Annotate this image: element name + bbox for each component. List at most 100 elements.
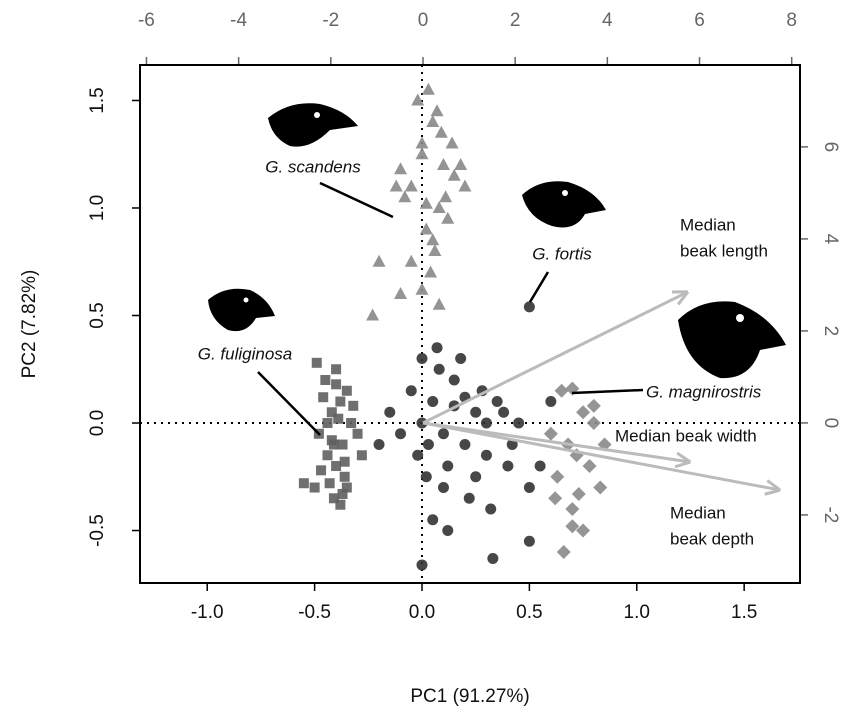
point bbox=[338, 440, 348, 450]
point bbox=[325, 478, 335, 488]
point bbox=[318, 392, 328, 402]
point bbox=[427, 514, 438, 525]
point bbox=[331, 461, 341, 471]
point bbox=[535, 461, 546, 472]
point bbox=[431, 104, 444, 116]
point bbox=[342, 386, 352, 396]
point bbox=[487, 553, 498, 564]
point bbox=[434, 364, 445, 375]
point bbox=[420, 222, 433, 234]
point bbox=[439, 190, 452, 202]
point bbox=[394, 287, 407, 299]
point bbox=[587, 416, 601, 430]
y-tick-label: -0.5 bbox=[87, 514, 108, 547]
point bbox=[442, 461, 453, 472]
point bbox=[470, 471, 481, 482]
y-tick-label: 0.0 bbox=[87, 410, 108, 436]
x-tick-label: -0.5 bbox=[298, 602, 331, 623]
point bbox=[492, 396, 503, 407]
point bbox=[448, 169, 461, 181]
point bbox=[316, 465, 326, 475]
x2-tick-label: 2 bbox=[510, 10, 521, 31]
species-label: G. fuliginosa bbox=[198, 344, 293, 363]
species-label: G. magnirostris bbox=[646, 382, 762, 401]
point bbox=[338, 489, 348, 499]
point bbox=[416, 559, 427, 570]
point bbox=[394, 162, 407, 174]
y-axis-title: PC2 (7.82%) bbox=[19, 270, 40, 379]
y2-tick-label: 0 bbox=[820, 418, 841, 429]
point bbox=[322, 450, 332, 460]
point bbox=[587, 399, 601, 413]
point bbox=[426, 115, 439, 127]
point bbox=[454, 158, 467, 170]
point bbox=[415, 147, 428, 159]
point bbox=[333, 414, 343, 424]
point bbox=[405, 179, 418, 191]
point bbox=[422, 83, 435, 95]
y2-tick-label: -2 bbox=[820, 506, 841, 523]
point bbox=[593, 481, 607, 495]
x-axis-title: PC1 (91.27%) bbox=[410, 686, 529, 707]
point bbox=[331, 379, 341, 389]
point bbox=[455, 353, 466, 364]
x-tick-label: 0.0 bbox=[409, 602, 435, 623]
point bbox=[312, 358, 322, 368]
arrow-head bbox=[675, 462, 690, 467]
point bbox=[548, 491, 562, 505]
point bbox=[335, 397, 345, 407]
x-tick-label: 1.0 bbox=[624, 602, 650, 623]
point bbox=[498, 407, 509, 418]
point bbox=[384, 407, 395, 418]
point bbox=[502, 461, 513, 472]
point bbox=[433, 201, 446, 213]
point bbox=[416, 353, 427, 364]
point bbox=[438, 482, 449, 493]
point bbox=[415, 283, 428, 295]
x-tick-label: -1.0 bbox=[191, 602, 224, 623]
y-tick-label: 0.5 bbox=[87, 302, 108, 328]
point bbox=[415, 136, 428, 148]
point bbox=[433, 298, 446, 310]
point bbox=[446, 136, 459, 148]
species-label: G. fortis bbox=[532, 244, 592, 263]
point bbox=[432, 342, 443, 353]
loading-label: beak depth bbox=[670, 529, 754, 548]
annotation-leader bbox=[320, 183, 393, 217]
point bbox=[348, 401, 358, 411]
series-square bbox=[299, 358, 367, 510]
point bbox=[459, 439, 470, 450]
point bbox=[464, 493, 475, 504]
point bbox=[544, 427, 558, 441]
x2-tick-label: 4 bbox=[602, 10, 613, 31]
point bbox=[405, 255, 418, 267]
annotation-leader bbox=[530, 272, 548, 302]
x-tick-label: 0.5 bbox=[516, 602, 542, 623]
point bbox=[423, 439, 434, 450]
loading-label: Median bbox=[680, 215, 736, 234]
point bbox=[329, 440, 339, 450]
point bbox=[435, 126, 448, 138]
point bbox=[550, 470, 564, 484]
point bbox=[299, 478, 309, 488]
point bbox=[470, 407, 481, 418]
point bbox=[395, 428, 406, 439]
loading-label: Median beak width bbox=[615, 426, 757, 445]
y-tick-label: 1.0 bbox=[87, 195, 108, 221]
point bbox=[458, 179, 471, 191]
y2-tick-label: 2 bbox=[820, 326, 841, 337]
series-diamond bbox=[544, 382, 612, 559]
point bbox=[545, 396, 556, 407]
x2-tick-label: -2 bbox=[322, 10, 339, 31]
point bbox=[390, 179, 403, 191]
y2-tick-label: 4 bbox=[820, 234, 841, 245]
point bbox=[524, 301, 535, 312]
point bbox=[353, 429, 363, 439]
loading-label: Median bbox=[670, 503, 726, 522]
series-triangle bbox=[366, 83, 471, 321]
point bbox=[572, 487, 586, 501]
x2-tick-label: -6 bbox=[138, 10, 155, 31]
point bbox=[398, 190, 411, 202]
bird-head-magnirostris bbox=[678, 301, 786, 378]
